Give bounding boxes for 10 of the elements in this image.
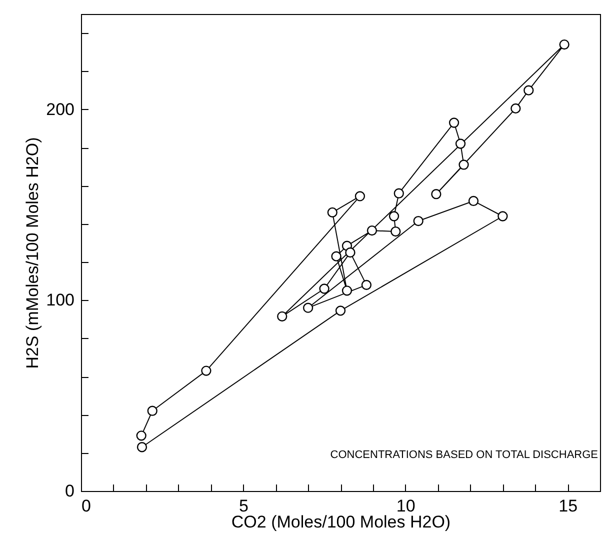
y-tick-label: 200 [46,100,74,119]
x-axis-title: CO2 (Moles/100 Moles H2O) [231,512,451,532]
x-tick-label: 10 [396,496,416,516]
annotation: CONCENTRATIONS BASED ON TOTAL DISCHARGE [330,449,598,461]
x-tick-label: 0 [82,496,91,516]
y-tick-label: 0 [65,482,74,500]
y-tick-label: 100 [46,290,74,310]
x-tick-label: 15 [558,496,578,516]
x-tick-label: 5 [238,496,248,516]
y-axis-title: H2S (mMoles/100 Moles H2O) [23,137,42,369]
